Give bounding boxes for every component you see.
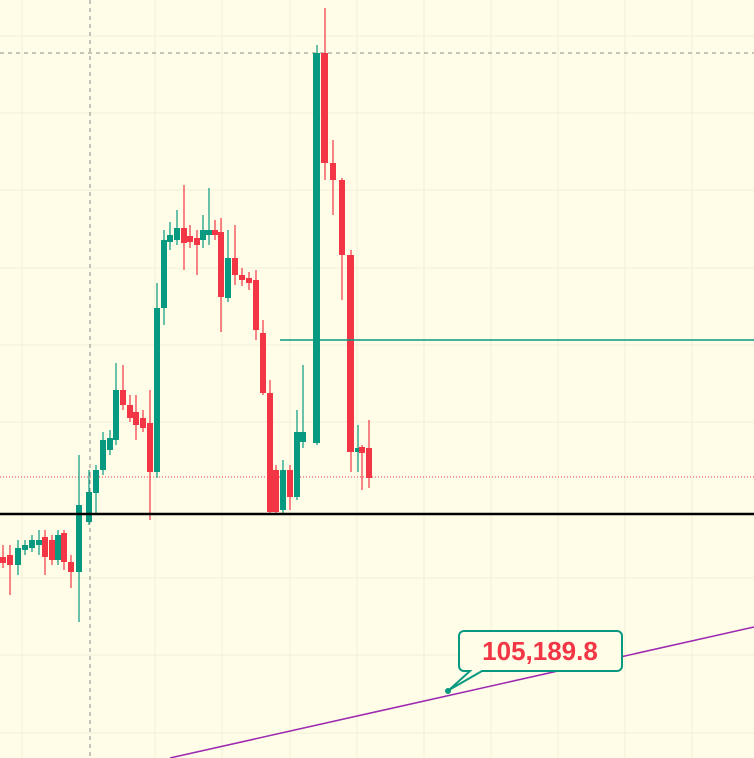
callout-label: 105,189.8 [482,636,598,666]
callout: 105,189.8 [445,630,623,694]
callout-box [448,630,623,691]
callout-anchor [445,688,451,694]
candles [0,8,372,622]
trend-line [169,626,754,758]
